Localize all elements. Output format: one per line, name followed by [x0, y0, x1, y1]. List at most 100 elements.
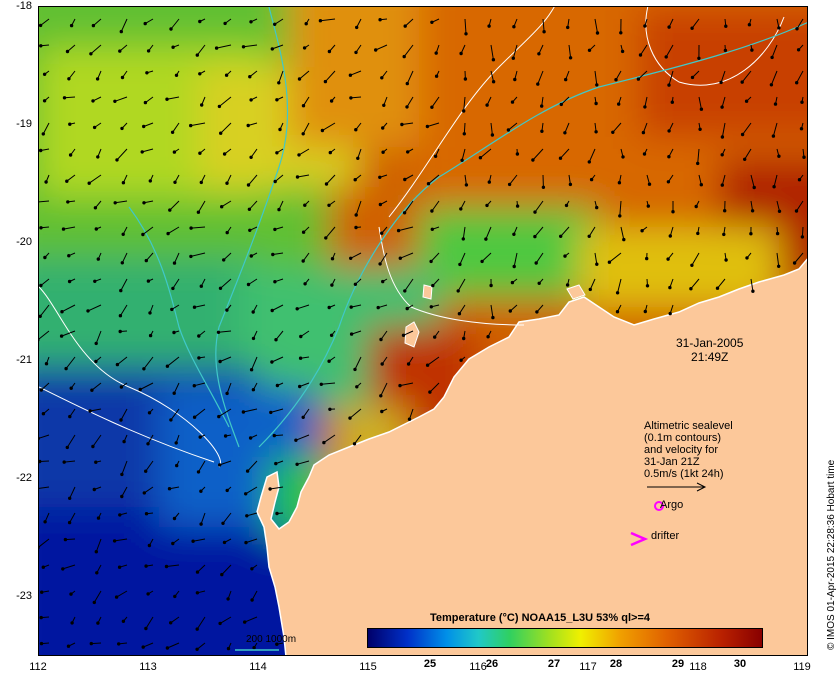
- velocity-arrow: [121, 252, 128, 264]
- velocity-arrow: [145, 616, 154, 629]
- velocity-arrow-head: [796, 48, 801, 52]
- velocity-arrow-head: [426, 182, 431, 186]
- velocity-arrow-head: [750, 209, 755, 213]
- velocity-arrow: [221, 200, 232, 208]
- velocity-arrow-head: [487, 180, 491, 184]
- velocity-arrow-head: [462, 109, 466, 113]
- velocity-arrow-head: [356, 156, 360, 161]
- velocity-arrow-head: [189, 226, 193, 230]
- velocity-arrow-head: [274, 338, 278, 342]
- velocity-arrow-head: [191, 539, 195, 543]
- velocity-arrow-head: [275, 383, 280, 388]
- velocity-arrow-head: [777, 154, 781, 158]
- velocity-arrow-head: [91, 99, 95, 103]
- velocity-arrow-head: [174, 73, 179, 78]
- velocity-arrow-head: [273, 227, 277, 232]
- colorbar-title: Temperature (°C) NOAA15_L3U 53% ql>=4: [430, 612, 650, 624]
- velocity-arrow-head: [460, 158, 464, 163]
- velocity-arrow-head: [198, 435, 202, 439]
- velocity-arrow-head: [218, 621, 222, 626]
- velocity-arrow: [297, 304, 310, 310]
- velocity-arrow-head: [330, 283, 334, 287]
- velocity-arrow-head: [214, 46, 219, 50]
- isobath-lines: [128, 7, 807, 448]
- velocity-arrow: [717, 278, 726, 289]
- velocity-arrow: [251, 590, 258, 601]
- velocity-arrow: [272, 44, 284, 50]
- velocity-arrow-head: [398, 256, 402, 260]
- velocity-arrow-head: [295, 462, 299, 466]
- velocity-arrow: [190, 122, 206, 127]
- velocity-arrow-head: [594, 101, 598, 106]
- velocity-arrow: [143, 356, 154, 370]
- velocity-arrow-head: [226, 646, 231, 651]
- velocity-arrow-head: [463, 77, 468, 81]
- velocity-arrow-head: [89, 641, 93, 646]
- velocity-arrow: [194, 382, 206, 387]
- velocity-arrow: [39, 330, 50, 340]
- velocity-arrow-head: [294, 438, 298, 442]
- altimetry-line: and velocity for: [644, 444, 718, 456]
- velocity-arrow-head: [143, 100, 148, 105]
- velocity-arrow-head: [218, 463, 222, 467]
- velocity-arrow: [326, 174, 336, 185]
- velocity-arrow: [350, 70, 362, 76]
- velocity-arrow-head: [301, 415, 305, 419]
- velocity-arrow-head: [120, 472, 124, 477]
- velocity-arrow-head: [324, 236, 328, 240]
- velocity-arrow-head: [94, 227, 98, 231]
- velocity-arrow-head: [222, 540, 227, 545]
- velocity-arrow: [406, 70, 414, 84]
- velocity-arrow-head: [273, 22, 277, 26]
- velocity-arrow-head: [611, 130, 615, 135]
- velocity-arrow: [142, 226, 154, 235]
- velocity-arrow: [404, 200, 414, 214]
- argo-marker: [654, 501, 664, 511]
- velocity-arrow-head: [668, 311, 672, 316]
- velocity-arrow-head: [406, 150, 410, 154]
- velocity-arrow-head: [39, 44, 43, 48]
- velocity-arrow-head: [171, 541, 175, 546]
- velocity-arrow-head: [295, 307, 299, 311]
- velocity-arrow-head: [248, 436, 253, 440]
- velocity-arrow-head: [168, 208, 172, 212]
- velocity-arrow-head: [568, 182, 573, 187]
- velocity-arrow: [220, 278, 232, 289]
- velocity-arrow: [665, 44, 674, 58]
- velocity-arrow: [691, 252, 700, 266]
- velocity-arrow: [513, 252, 518, 267]
- velocity-arrow-head: [199, 522, 203, 526]
- velocity-arrow: [92, 434, 102, 447]
- sst-map-canvas: [39, 7, 807, 655]
- lon-tick: 118: [689, 661, 707, 673]
- velocity-arrow-head: [376, 305, 380, 310]
- velocity-arrow-head: [512, 25, 516, 29]
- velocity-arrow-head: [121, 232, 125, 237]
- velocity-arrow-head: [93, 206, 98, 210]
- velocity-arrow-head: [144, 258, 149, 263]
- lat-tick: -21: [16, 354, 32, 366]
- velocity-arrow: [690, 278, 700, 290]
- velocity-arrow-head: [485, 103, 489, 107]
- velocity-arrow-head: [425, 124, 430, 129]
- velocity-arrow-head: [223, 21, 227, 26]
- velocity-arrow-head: [429, 305, 433, 309]
- velocity-arrow-head: [617, 102, 621, 106]
- velocity-arrow-head: [61, 567, 65, 571]
- velocity-arrow-head: [39, 641, 44, 646]
- velocity-arrow-head: [303, 203, 307, 207]
- velocity-arrow-head: [175, 463, 179, 468]
- velocity-arrow-head: [429, 259, 433, 264]
- velocity-arrow: [430, 252, 440, 262]
- velocity-arrow-head: [245, 514, 249, 518]
- velocity-arrow-head: [173, 180, 177, 185]
- velocity-arrow: [509, 174, 518, 185]
- velocity-arrow-head: [91, 444, 95, 449]
- velocity-arrow-head: [425, 363, 430, 367]
- land-mass: [256, 258, 807, 655]
- velocity-arrow: [69, 512, 76, 523]
- velocity-arrow-head: [568, 56, 573, 60]
- velocity-arrow-head: [564, 77, 568, 82]
- velocity-arrow: [190, 252, 206, 257]
- velocity-arrow: [400, 252, 414, 259]
